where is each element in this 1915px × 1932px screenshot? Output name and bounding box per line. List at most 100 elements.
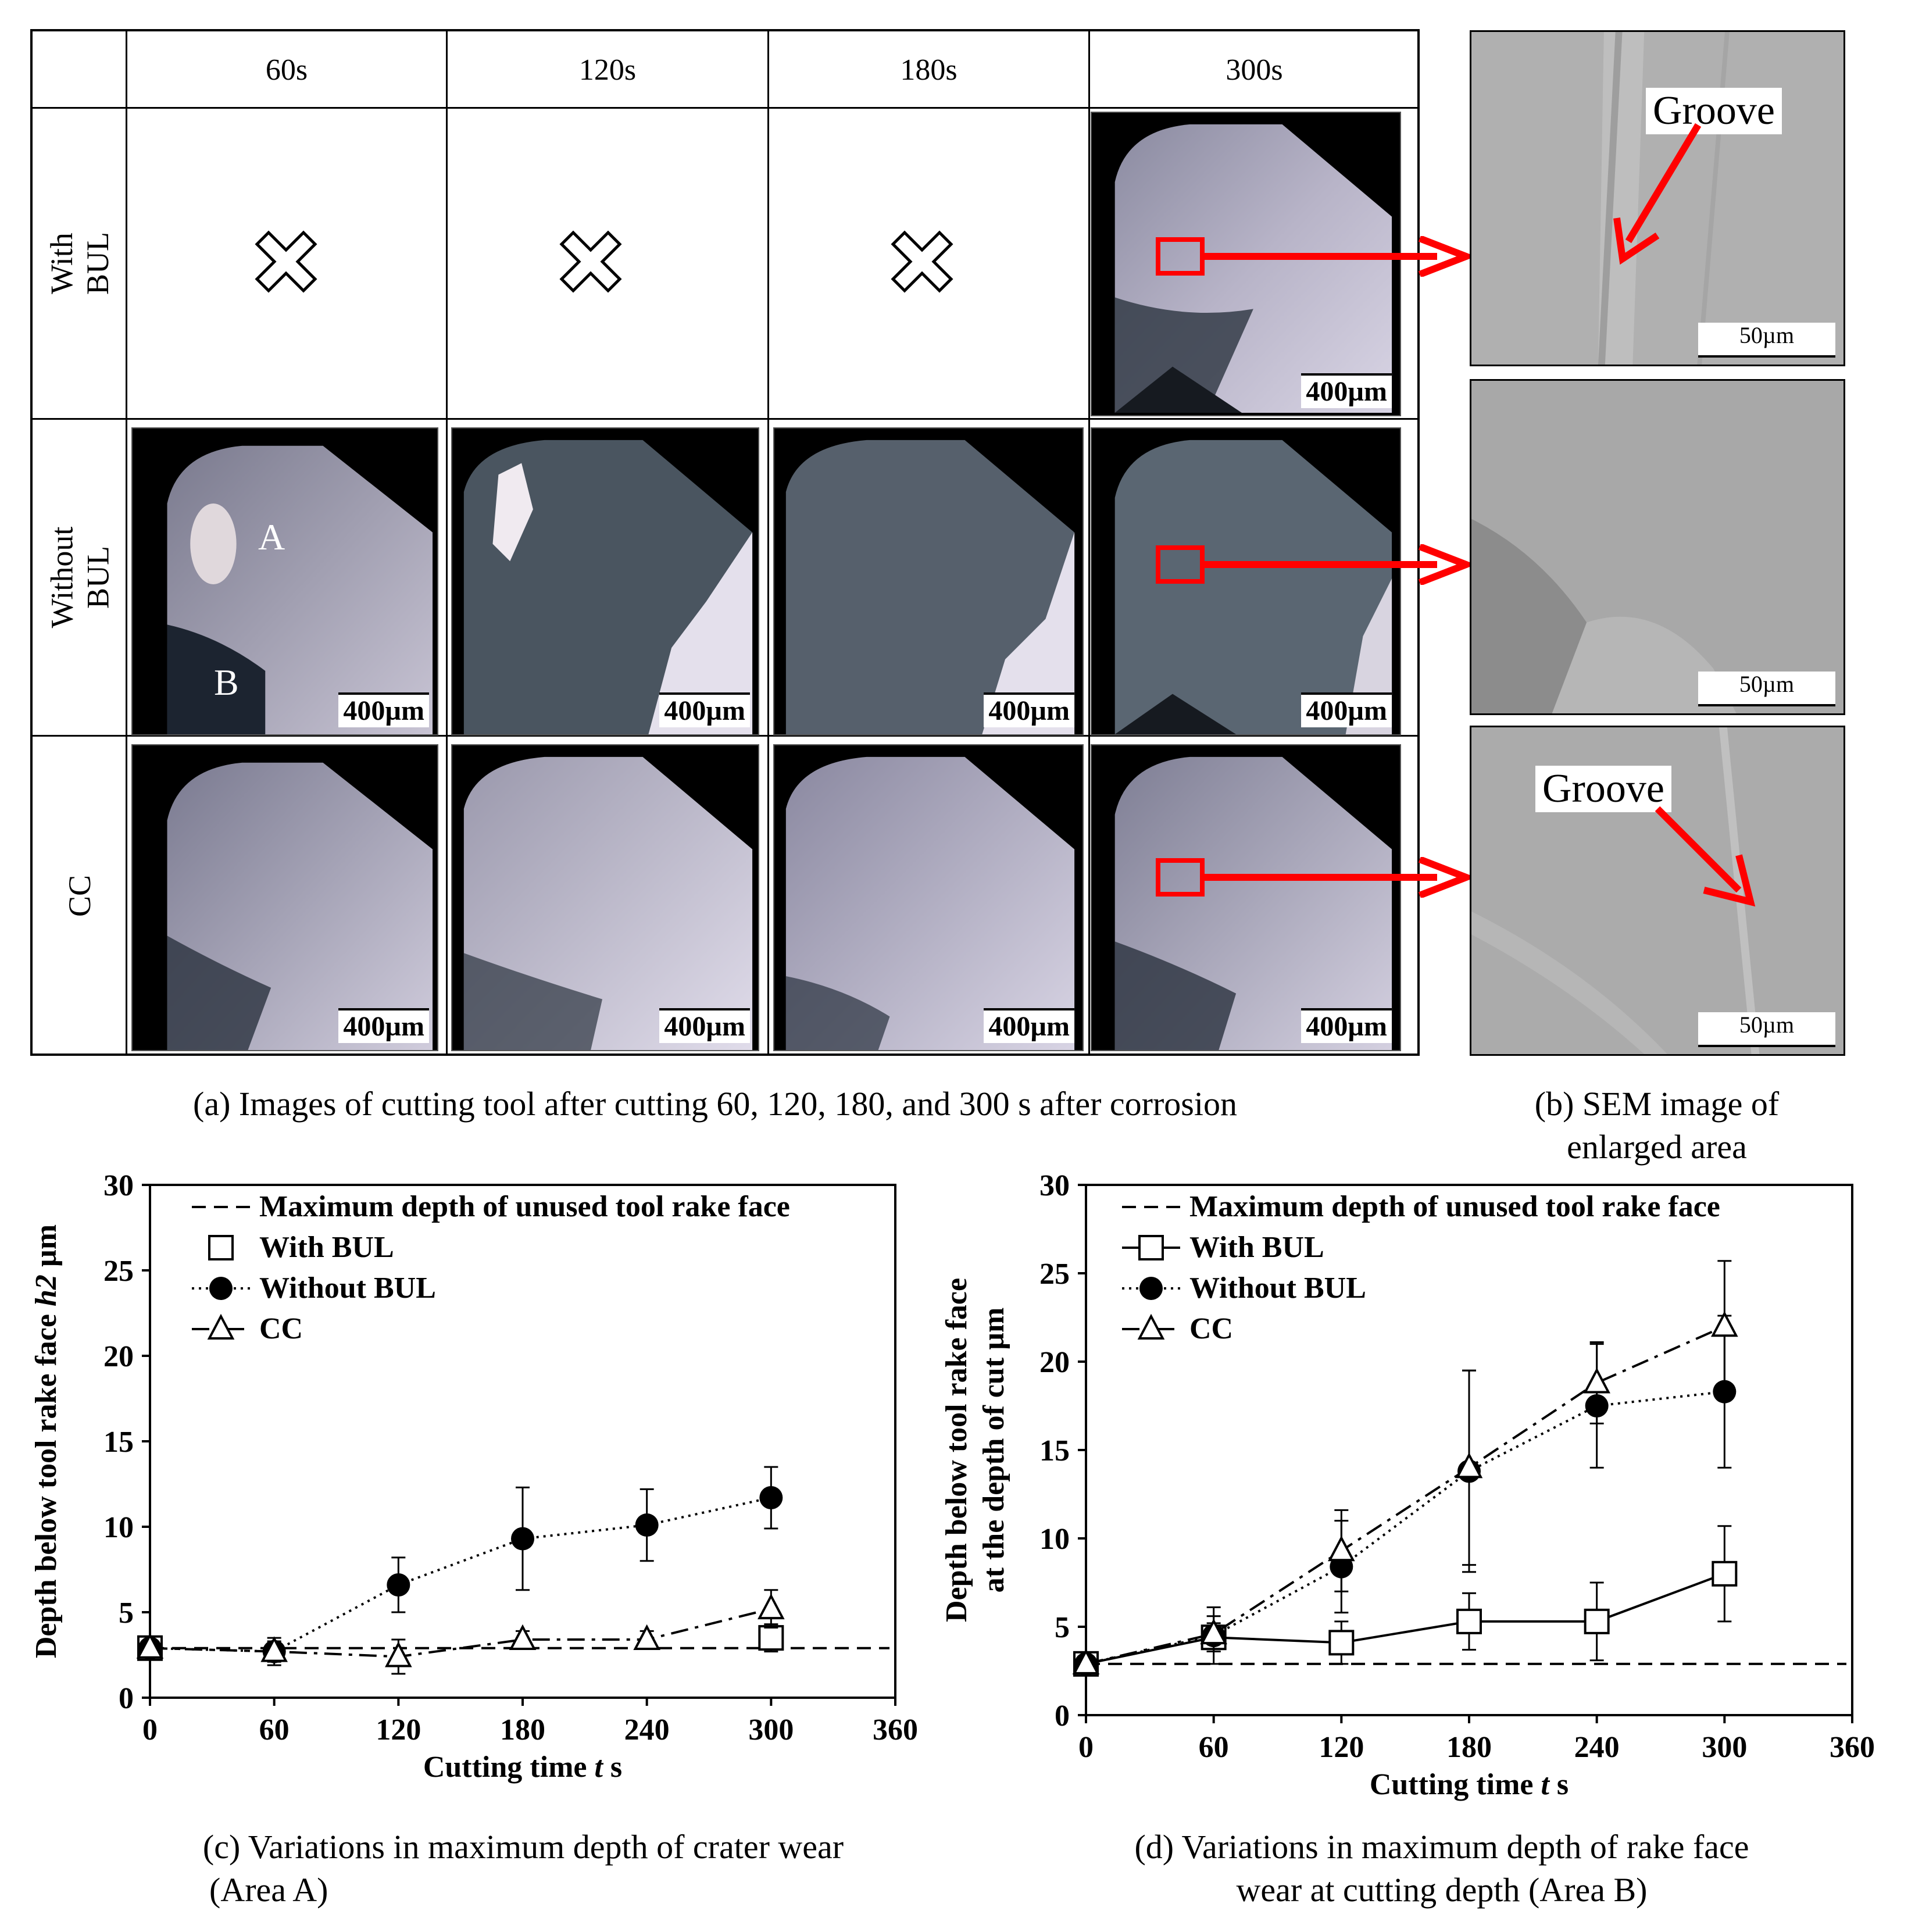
caption-c: (c) Variations in maximum depth of crate… — [93, 1826, 953, 1912]
series-line — [149, 1497, 771, 1653]
series-line — [1085, 1390, 1725, 1665]
arrow-right-icon — [1205, 857, 1472, 898]
data-point — [385, 1641, 412, 1667]
scale-bar-label: 400µm — [659, 1008, 750, 1043]
legend-label: With BUL — [1189, 1231, 1324, 1264]
data-point — [1328, 1630, 1355, 1656]
y-axis-label: Depth below tool rake face h2 µm — [30, 1224, 63, 1658]
grid-line — [33, 107, 1417, 109]
legend-marker — [208, 1235, 234, 1260]
zone-a-label: A — [258, 516, 285, 558]
cross-icon — [891, 230, 953, 293]
highlight-box — [1156, 545, 1205, 584]
grid-line — [33, 735, 1417, 737]
column-header-60s: 60s — [265, 53, 308, 87]
x-tick-label: 0 — [142, 1713, 158, 1747]
data-point — [1072, 1648, 1100, 1674]
caption-b-line2: enlarged area — [1567, 1128, 1747, 1166]
y-tick-label: 10 — [1039, 1523, 1070, 1556]
tool-image-cc-300s: 400µm — [1091, 744, 1401, 1051]
x-tick-label: 240 — [1574, 1731, 1620, 1764]
x-tick-label: 300 — [748, 1713, 794, 1747]
data-point — [1456, 1608, 1482, 1634]
y-tick-label: 25 — [1039, 1258, 1070, 1291]
series-without-bul — [1074, 1315, 1737, 1676]
data-point — [758, 1625, 784, 1651]
cross-icon — [255, 230, 317, 293]
legend-marker — [209, 1277, 233, 1300]
scale-bar-label: 400µm — [984, 1008, 1074, 1043]
data-point — [511, 1527, 534, 1551]
scale-bar-label: 400µm — [659, 692, 750, 727]
grid-line — [1088, 31, 1090, 1054]
legend-label: With BUL — [259, 1231, 394, 1264]
x-axis-label: Cutting time t s — [423, 1751, 622, 1784]
series-without-bul — [138, 1466, 783, 1666]
x-axis-label: Cutting time t s — [1370, 1768, 1569, 1801]
column-header-120s: 120s — [578, 53, 637, 87]
sem-scale-bar-label: 50µm — [1698, 1012, 1835, 1047]
x-tick-label: 360 — [873, 1713, 918, 1747]
series-line — [149, 1608, 771, 1658]
caption-a: (a) Images of cutting tool after cutting… — [193, 1085, 1237, 1123]
legend-marker — [207, 1313, 235, 1340]
y-tick-label: 5 — [119, 1597, 134, 1630]
x-tick-label: 180 — [1446, 1731, 1492, 1764]
grid-line — [126, 31, 127, 1054]
caption-c-line1: (c) Variations in maximum depth of crate… — [202, 1828, 844, 1866]
legend-label: Without BUL — [1189, 1272, 1366, 1305]
legend-label: Maximum depth of unused tool rake face — [259, 1190, 790, 1223]
x-tick-label: 300 — [1702, 1731, 1747, 1764]
cross-icon — [559, 230, 622, 293]
x-tick-label: 360 — [1830, 1731, 1875, 1764]
caption-d: (d) Variations in maximum depth of rake … — [1035, 1826, 1849, 1912]
scale-bar-label: 400µm — [1301, 373, 1392, 408]
data-point — [1455, 1452, 1483, 1479]
column-header-300s: 300s — [1226, 53, 1283, 87]
zone-b-label: B — [214, 662, 239, 703]
tool-image-cc-120s: 400µm — [451, 744, 759, 1051]
tool-image-without-bul-60s: A B 400µm — [131, 427, 438, 735]
tool-image-cc-180s: 400µm — [773, 744, 1084, 1051]
data-point — [633, 1624, 660, 1651]
data-point — [759, 1486, 783, 1510]
scale-bar-label: 400µm — [1301, 692, 1392, 727]
column-header-180s: 180s — [900, 53, 958, 87]
y-tick-label: 25 — [103, 1255, 134, 1288]
series-line — [1085, 1325, 1725, 1665]
x-tick-label: 60 — [259, 1713, 290, 1747]
legend-marker — [1139, 1277, 1163, 1300]
grid-line — [33, 418, 1417, 420]
x-tick-label: 120 — [1319, 1731, 1364, 1764]
tool-image-with-bul-300s: 400µm — [1091, 112, 1401, 416]
caption-c-line2: (Area A) — [209, 1871, 328, 1909]
y-tick-label: 20 — [1039, 1346, 1070, 1379]
x-tick-label: 60 — [1199, 1731, 1229, 1764]
scale-bar-label: 400µm — [984, 692, 1074, 727]
tool-image-cc-60s: 400µm — [131, 744, 438, 1051]
caption-b-line1: (b) SEM image of — [1534, 1085, 1780, 1123]
grid-line — [767, 31, 769, 1054]
y-tick-label: 0 — [119, 1682, 134, 1715]
y-tick-label: 0 — [1055, 1699, 1070, 1733]
data-point — [635, 1513, 659, 1537]
y-axis-label-line1: Depth below tool rake face — [940, 1278, 973, 1622]
sem-image-with-bul: Groove 50µm — [1470, 30, 1845, 366]
chart-rake-face-wear: 0 60 120 180 240 300 360 0 5 10 15 20 25 30 Cutting ti… — [940, 1169, 1875, 1801]
series-cc — [1072, 1260, 1738, 1674]
legend-label: CC — [1189, 1312, 1233, 1345]
scale-bar-label: 400µm — [338, 1008, 429, 1043]
x-tick-label: 180 — [500, 1713, 545, 1747]
data-point — [509, 1624, 537, 1651]
scale-bar-label: 400µm — [1301, 1008, 1392, 1043]
sem-scale-bar-label: 50µm — [1698, 672, 1835, 706]
tool-image-without-bul-120s: 400µm — [451, 427, 759, 735]
grid-line — [446, 31, 448, 1054]
data-point — [1583, 1367, 1610, 1394]
data-point — [1711, 1310, 1738, 1337]
x-tick-label: 240 — [624, 1713, 670, 1747]
highlight-box — [1156, 858, 1205, 897]
scale-bar-label: 400µm — [338, 692, 429, 727]
row-header-cc: CC — [62, 874, 97, 917]
chart-crater-wear: 0 60 120 180 240 300 360 0 5 10 15 20 25 30 Cutting ti… — [30, 1169, 918, 1784]
